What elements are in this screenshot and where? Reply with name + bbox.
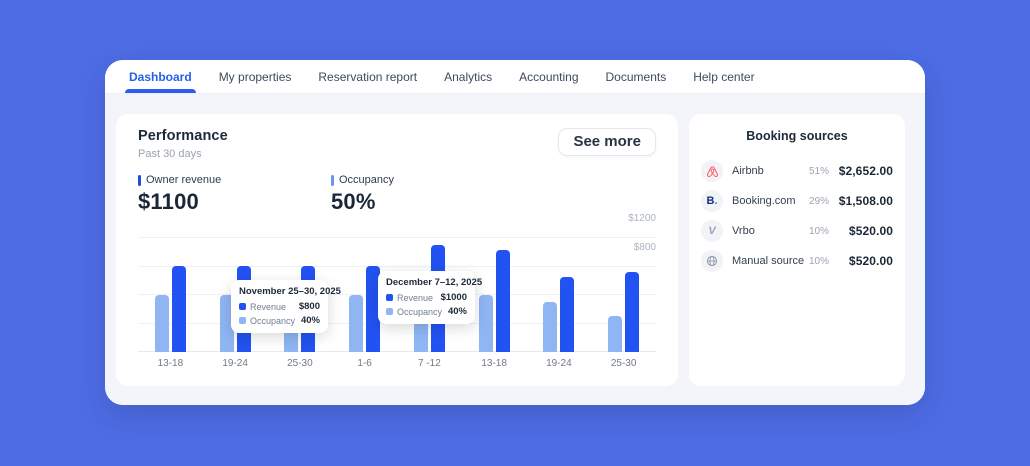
tooltip-revenue-value: $1000 [440, 292, 467, 303]
occupancy-bar[interactable] [608, 316, 623, 352]
source-name: Manual source [732, 255, 805, 267]
bar-group-13-18[interactable] [462, 224, 527, 352]
kpi-owner-revenue-value: $1100 [138, 189, 199, 214]
occupancy-bar[interactable] [543, 302, 558, 352]
tooltip-revenue-label: Revenue [397, 292, 434, 303]
airbnb-icon [701, 160, 723, 182]
revenue-bar[interactable] [366, 266, 381, 352]
source-percent: 10% [808, 225, 829, 237]
booking-sources-title: Booking sources [746, 129, 848, 143]
occupancy-bar[interactable] [219, 294, 234, 352]
source-percent: 29% [808, 195, 829, 207]
tab-reservation-report[interactable]: Reservation report [318, 69, 418, 84]
source-amount: $520.00 [848, 224, 893, 238]
x-axis-label: 25-30 [610, 358, 637, 369]
kpi-owner-revenue: Owner revenue $1100 [138, 174, 331, 215]
source-amount: $2,652.00 [838, 164, 893, 178]
x-axis-label: 25-30 [287, 358, 313, 369]
source-name: Vrbo [732, 225, 755, 237]
source-percent: 51% [808, 165, 829, 177]
occupancy-bar[interactable] [154, 294, 169, 352]
dashboard-card: Dashboard My properties Reservation repo… [105, 60, 925, 405]
x-axis-labels: 13-18 19-24 25-30 1-6 7 -12 13-18 19-24 25-30 [138, 358, 656, 369]
chart-plot: $1200 $800 November 25–30, 2025 Revenue … [138, 213, 656, 352]
kpi-owner-revenue-label: Owner revenue [146, 174, 222, 186]
performance-panel: Performance Past 30 days See more Owner … [116, 114, 678, 386]
tooltip-occupancy-value: 40% [300, 315, 320, 326]
revenue-marker-icon [138, 174, 141, 186]
see-more-button[interactable]: See more [558, 128, 656, 156]
gridline [138, 237, 656, 238]
revenue-bar[interactable] [495, 250, 510, 352]
x-axis-label: 13-18 [157, 358, 184, 369]
bar-group-13-18[interactable] [138, 224, 203, 352]
content-area: Performance Past 30 days See more Owner … [105, 94, 925, 405]
source-name: Booking.com [732, 195, 796, 207]
source-name: Airbnb [732, 165, 764, 177]
kpi-occupancy-label: Occupancy [339, 174, 395, 186]
globe-icon [701, 250, 723, 272]
performance-title: Performance [138, 128, 228, 144]
x-axis-label: 1-6 [357, 358, 372, 369]
occupancy-legend-icon [239, 317, 246, 324]
performance-subtitle: Past 30 days [138, 148, 202, 160]
chart-tooltip-december: December 7–12, 2025 Revenue $1000 Occupa… [378, 271, 483, 324]
source-amount: $1,508.00 [838, 194, 893, 208]
occupancy-bar[interactable] [349, 294, 364, 352]
occupancy-bar[interactable] [478, 294, 493, 352]
top-nav: Dashboard My properties Reservation repo… [105, 60, 925, 94]
revenue-bar[interactable] [560, 277, 575, 352]
tooltip-title: December 7–12, 2025 [386, 277, 483, 288]
occupancy-legend-icon [386, 308, 393, 315]
x-axis-baseline [138, 351, 656, 352]
tooltip-title: November 25–30, 2025 [239, 286, 341, 297]
kpi-occupancy: Occupancy 50% [331, 174, 524, 215]
source-percent: 10% [808, 255, 829, 267]
y-axis-tick-1200: $1200 [628, 213, 656, 224]
tab-dashboard[interactable]: Dashboard [125, 60, 196, 93]
revenue-legend-icon [239, 303, 246, 310]
tooltip-occupancy-value: 40% [447, 306, 467, 317]
performance-chart: $1200 $800 November 25–30, 2025 Revenue … [138, 213, 656, 374]
x-axis-label: 19-24 [546, 358, 572, 369]
y-axis-tick-800: $800 [633, 241, 656, 253]
kpi-row: Owner revenue $1100 Occupancy 50% [138, 174, 656, 215]
source-row-airbnb: Airbnb 51% $2,652.00 [701, 156, 893, 186]
revenue-legend-icon [386, 294, 393, 301]
tooltip-revenue-label: Revenue [250, 301, 287, 312]
tooltip-occupancy-label: Occupancy [250, 315, 296, 326]
bar-group-19-24[interactable] [527, 224, 592, 352]
booking-sources-panel: Booking sources Airbnb 51% $2,652.00 B. [689, 114, 905, 386]
kpi-occupancy-value: 50% [331, 189, 376, 214]
tooltip-revenue-value: $800 [298, 301, 320, 312]
booking-sources-list: Airbnb 51% $2,652.00 B. Booking.com 29% … [701, 156, 893, 276]
bar-group-1-6[interactable] [332, 224, 397, 352]
tab-my-properties[interactable]: My properties [218, 69, 292, 84]
x-axis-label: 13-18 [481, 358, 507, 369]
source-row-vrbo: V Vrbo 10% $520.00 [701, 216, 893, 246]
tab-help-center[interactable]: Help center [693, 69, 755, 84]
x-axis-label: 7 -12 [417, 358, 441, 369]
revenue-bar[interactable] [625, 271, 640, 352]
vrbo-icon: V [701, 220, 723, 242]
occupancy-marker-icon [331, 174, 334, 186]
source-row-booking-com: B. Booking.com 29% $1,508.00 [701, 186, 893, 216]
tab-accounting[interactable]: Accounting [519, 69, 579, 84]
tooltip-occupancy-label: Occupancy [397, 306, 443, 317]
x-axis-label: 19-24 [222, 358, 248, 369]
bar-group-25-30[interactable] [591, 224, 656, 352]
chart-tooltip-november: November 25–30, 2025 Revenue $800 Occupa… [231, 280, 341, 333]
booking-icon: B. [701, 190, 723, 212]
tab-analytics[interactable]: Analytics [444, 69, 493, 84]
source-row-manual: Manual source 10% $520.00 [701, 246, 893, 276]
tab-documents[interactable]: Documents [605, 69, 667, 84]
gridline [138, 265, 656, 267]
revenue-bar[interactable] [171, 266, 186, 352]
source-amount: $520.00 [848, 254, 893, 268]
